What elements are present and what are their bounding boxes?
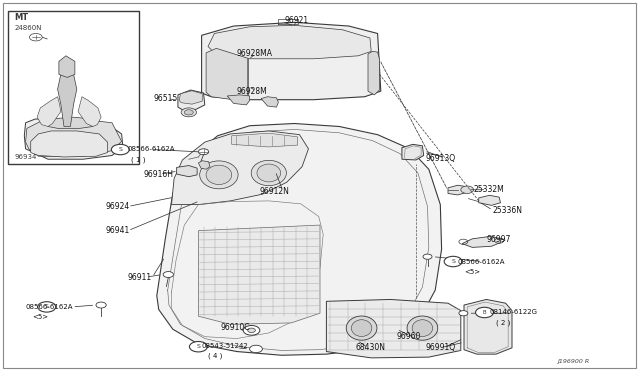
Circle shape [444, 256, 462, 267]
Polygon shape [26, 119, 122, 156]
Polygon shape [31, 131, 108, 157]
Ellipse shape [407, 316, 438, 340]
Circle shape [198, 149, 209, 155]
Text: <5>: <5> [464, 269, 480, 275]
Text: 96941: 96941 [106, 226, 130, 235]
Text: 96928M: 96928M [237, 87, 268, 96]
Text: 96934: 96934 [14, 154, 36, 160]
Polygon shape [78, 97, 101, 126]
Text: S: S [196, 344, 200, 349]
Circle shape [184, 110, 193, 115]
Circle shape [181, 108, 196, 117]
Ellipse shape [351, 320, 372, 336]
Polygon shape [198, 161, 210, 169]
Text: MT: MT [14, 13, 28, 22]
Circle shape [476, 307, 493, 318]
Text: 96916H: 96916H [144, 170, 174, 179]
Polygon shape [479, 195, 500, 205]
Ellipse shape [346, 316, 377, 340]
Polygon shape [448, 185, 467, 195]
Text: 08566-6162A: 08566-6162A [458, 259, 505, 265]
Text: 25336N: 25336N [493, 206, 523, 215]
Ellipse shape [252, 160, 287, 186]
Text: S: S [118, 147, 122, 152]
Polygon shape [157, 124, 442, 355]
Polygon shape [177, 166, 197, 177]
Polygon shape [178, 90, 205, 110]
Polygon shape [24, 119, 123, 159]
Polygon shape [198, 225, 320, 324]
Text: <5>: <5> [32, 314, 48, 320]
Text: ( 4 ): ( 4 ) [208, 352, 222, 359]
Ellipse shape [200, 161, 238, 189]
Text: 96997: 96997 [486, 235, 511, 244]
Text: 08566-6162A: 08566-6162A [128, 146, 175, 152]
Text: S: S [451, 259, 455, 264]
Polygon shape [59, 56, 75, 77]
Ellipse shape [206, 165, 232, 185]
Polygon shape [172, 131, 308, 205]
Text: S: S [45, 304, 49, 310]
Polygon shape [261, 97, 278, 107]
Text: ( 2 ): ( 2 ) [496, 319, 510, 326]
Text: 96921: 96921 [285, 16, 309, 25]
Circle shape [38, 302, 56, 312]
Circle shape [250, 345, 262, 353]
Text: B: B [483, 310, 486, 315]
Circle shape [423, 254, 432, 259]
Polygon shape [402, 144, 424, 160]
Text: J196900 R: J196900 R [557, 359, 589, 364]
Circle shape [248, 328, 255, 333]
Polygon shape [326, 299, 461, 358]
Polygon shape [462, 236, 500, 247]
Polygon shape [206, 48, 248, 99]
Text: 96913Q: 96913Q [426, 154, 456, 163]
Polygon shape [227, 95, 250, 105]
Circle shape [459, 311, 468, 316]
Polygon shape [464, 299, 512, 354]
Circle shape [111, 144, 129, 155]
Text: 08566-6162A: 08566-6162A [26, 304, 73, 310]
Circle shape [29, 33, 42, 41]
Text: 96911: 96911 [128, 273, 152, 282]
Ellipse shape [257, 164, 280, 182]
Text: 96991Q: 96991Q [426, 343, 456, 352]
Text: 96928MA: 96928MA [237, 49, 273, 58]
Circle shape [461, 186, 474, 193]
Polygon shape [58, 71, 77, 126]
Circle shape [163, 272, 173, 278]
Polygon shape [202, 22, 381, 100]
Ellipse shape [412, 320, 433, 336]
Text: 96960: 96960 [397, 332, 421, 341]
Polygon shape [48, 117, 93, 128]
Circle shape [96, 302, 106, 308]
Text: 96924: 96924 [106, 202, 130, 211]
Text: 08543-51242: 08543-51242 [202, 343, 248, 349]
Circle shape [189, 341, 207, 352]
Text: 24860N: 24860N [14, 25, 42, 31]
Text: 96910C: 96910C [221, 323, 250, 332]
Circle shape [243, 326, 260, 335]
Polygon shape [232, 133, 298, 147]
Text: 96912N: 96912N [259, 187, 289, 196]
Polygon shape [179, 91, 202, 104]
Bar [8, 11, 139, 164]
Text: 96515: 96515 [154, 94, 178, 103]
Polygon shape [208, 25, 371, 59]
Text: 68430N: 68430N [355, 343, 385, 352]
Polygon shape [368, 51, 380, 95]
Text: ( 1 ): ( 1 ) [131, 157, 146, 163]
Text: 25332M: 25332M [474, 185, 504, 194]
Polygon shape [37, 97, 61, 126]
Text: 08146-6122G: 08146-6122G [490, 310, 538, 315]
